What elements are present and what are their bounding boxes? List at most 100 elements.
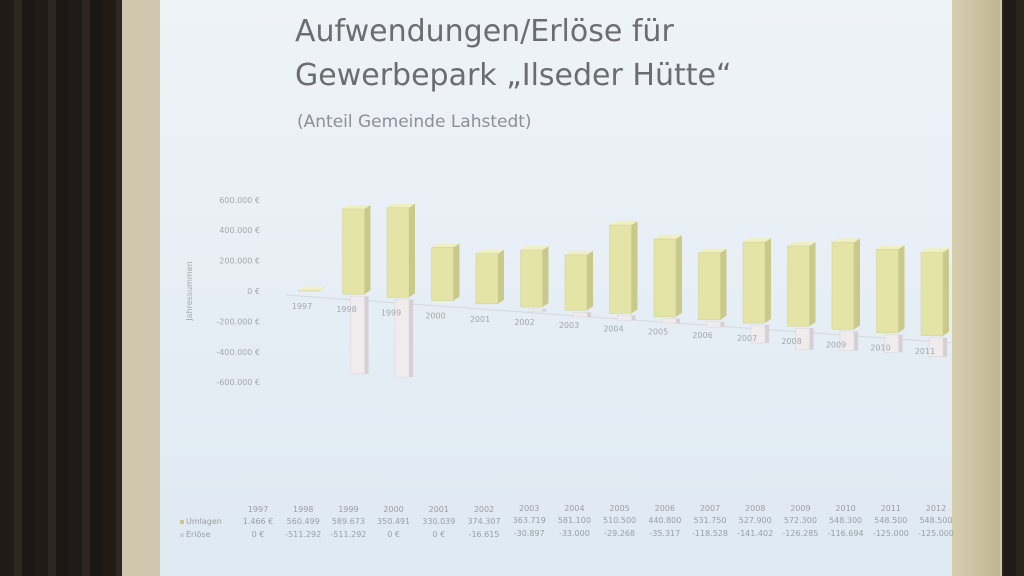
x-tick-label: 2007	[737, 334, 757, 343]
umlagen-bar	[475, 253, 499, 305]
table-cell-erloese: -16.615	[468, 529, 500, 539]
umlagen-bar-side	[898, 245, 905, 333]
table-cell-umlagen: 581.100	[557, 516, 591, 526]
table-cell-erloese: -30.897	[513, 529, 545, 539]
umlagen-bar-top	[832, 238, 860, 243]
y-tick-label: -200.000 €	[216, 317, 260, 326]
x-tick-label: 2008	[781, 337, 801, 346]
umlagen-bar-top	[476, 249, 504, 254]
umlagen-bar	[742, 241, 766, 324]
umlagen-bar-side	[809, 241, 816, 327]
umlagen-bar-side	[364, 205, 371, 295]
slide-title: Aufwendungen/Erlöse für Gewerbepark „Ils…	[295, 10, 731, 98]
table-row-label-umlagen: Umlagen	[180, 517, 222, 526]
table-cell-umlagen: 510.500	[603, 516, 637, 526]
umlagen-bar	[653, 238, 677, 317]
table-cell-umlagen: 527.900	[738, 515, 772, 525]
erloese-bar-side	[852, 331, 859, 351]
table-year: 2001	[428, 504, 449, 514]
x-tick-label: 2002	[514, 318, 534, 327]
umlagen-bar-side	[409, 203, 415, 298]
x-tick-label: 2005	[648, 328, 668, 337]
table-cell-umlagen: 363.719	[512, 516, 546, 526]
erloese-bar-side	[718, 321, 725, 328]
umlagen-bar-top	[298, 286, 326, 291]
umlagen-bar-top	[876, 245, 905, 250]
table-year: 2011	[880, 503, 901, 513]
baseline-segment	[508, 310, 554, 315]
table-year: 2003	[519, 504, 540, 514]
table-year: 2004	[564, 504, 585, 514]
table-year: 1999	[338, 504, 359, 514]
y-axis-label: Jahressummen	[185, 261, 194, 321]
table-year: 2008	[745, 503, 766, 513]
table-cell-erloese: -118.528	[692, 529, 728, 538]
umlagen-bar	[520, 249, 543, 308]
erloese-bar-side	[807, 328, 814, 350]
umlagen-bar-side	[765, 238, 771, 323]
umlagen-bar	[698, 252, 721, 321]
umlagen-bar-top	[743, 238, 771, 243]
y-tick-label: 200.000 €	[219, 257, 260, 266]
curtain-left	[0, 0, 128, 576]
baseline-segment	[463, 307, 509, 312]
x-tick-label: 1999	[381, 308, 401, 317]
erloese-bar-side	[674, 318, 681, 324]
umlagen-bar	[787, 245, 810, 327]
umlagen-bar-side	[720, 248, 727, 320]
table-cell-erloese: 0 €	[387, 529, 400, 539]
x-tick-label: 2010	[870, 344, 890, 353]
erloese-bar	[795, 327, 810, 350]
erloese-bar	[706, 321, 721, 328]
erloese-bar-side	[763, 325, 770, 344]
x-tick-label: 2006	[692, 331, 712, 340]
table-cell-umlagen: 374.307	[467, 516, 501, 526]
umlagen-bar	[831, 242, 855, 330]
table-cell-umlagen: 589.673	[331, 516, 365, 526]
table-cell-erloese: -511.292	[285, 529, 322, 539]
x-tick-label: 2011	[915, 347, 935, 356]
umlagen-bar	[386, 207, 410, 298]
table-year: 2010	[835, 503, 856, 513]
table-cell-umlagen: 560.499	[286, 516, 320, 526]
table-year: 2005	[609, 504, 630, 514]
table-cell-umlagen: 548.300	[829, 515, 863, 525]
umlagen-bar-side	[854, 238, 860, 330]
umlagen-bar	[876, 249, 899, 333]
y-tick-label: 0 €	[247, 287, 260, 296]
table-year: 2006	[654, 504, 675, 514]
umlagen-bar-top	[342, 205, 371, 210]
y-tick-label: 600.000 €	[219, 196, 260, 205]
table-cell-erloese: -116.694	[827, 528, 864, 538]
table-year: 2012	[925, 503, 947, 513]
table-cell-umlagen: 531.750	[693, 516, 727, 525]
umlagen-bar-side	[453, 243, 460, 301]
erloese-bar	[350, 295, 365, 375]
umlagen-bar-top	[520, 246, 549, 251]
umlagen-bar-top	[787, 241, 816, 246]
table-year: 1997	[247, 505, 269, 514]
x-tick-label: 1997	[292, 302, 312, 311]
umlagen-bar-top	[387, 203, 415, 208]
table-cell-umlagen: 1.466 €	[242, 517, 274, 526]
umlagen-bar-top	[698, 248, 727, 253]
table-cell-umlagen: 548.500	[874, 515, 908, 525]
erloese-bar	[394, 299, 410, 378]
erloese-bar-side	[585, 312, 592, 317]
umlagen-bar-side	[320, 286, 326, 291]
x-tick-label: 2001	[470, 315, 490, 324]
table-cell-umlagen: 350.491	[377, 516, 411, 526]
umlagen-bar-top	[609, 221, 638, 226]
erloese-bar	[661, 318, 677, 324]
table-cell-umlagen: 572.300	[783, 515, 817, 525]
umlagen-bar-side	[631, 221, 638, 314]
x-tick-label: 2003	[559, 321, 579, 330]
umlagen-bar	[609, 224, 632, 314]
x-tick-label: 2000	[425, 312, 445, 321]
erloese-bar-side	[362, 296, 369, 374]
erloese-bar-side	[540, 309, 547, 312]
umlagen-bar-side	[498, 249, 504, 304]
y-tick-label: -600.000 €	[216, 378, 260, 387]
umlagen-bar	[342, 208, 365, 295]
erloese-bar	[839, 331, 855, 351]
